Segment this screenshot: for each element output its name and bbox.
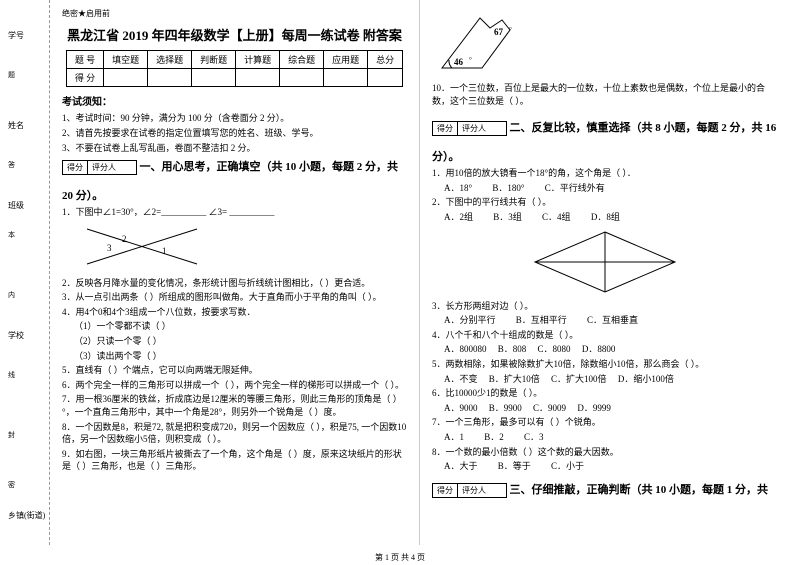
bind-d3: 本 bbox=[8, 230, 15, 240]
grader-label: 评分人 bbox=[458, 484, 506, 497]
question-2-2-options: A．2组 B．3组 C．4组 D．8组 bbox=[432, 211, 778, 224]
svg-text:1: 1 bbox=[162, 246, 167, 256]
svg-text:°: ° bbox=[469, 56, 472, 64]
notice-item: 2、请首先按要求在试卷的指定位置填写您的姓名、班级、学号。 bbox=[62, 126, 407, 139]
question-1-4: 4．用4个0和4个3组成一个八位数，按要求写数． bbox=[62, 306, 407, 319]
score-box: 得分 评分人 bbox=[62, 160, 137, 175]
score-table: 题 号 填空题 选择题 判断题 计算题 综合题 应用题 总分 得 分 bbox=[66, 50, 403, 87]
bind-d7: 密 bbox=[8, 480, 15, 490]
exam-title: 黑龙江省 2019 年四年级数学【上册】每周一练试卷 附答案 bbox=[62, 25, 407, 44]
grader-label: 评分人 bbox=[458, 122, 506, 135]
score-label: 得分 bbox=[433, 484, 458, 497]
table-row: 得 分 bbox=[66, 69, 402, 87]
question-2-7: 7．一个三角形，最多可以有（ ）个锐角。 bbox=[432, 416, 778, 429]
score-box: 得分 评分人 bbox=[432, 121, 507, 136]
bind-d4: 内 bbox=[8, 290, 15, 300]
section-1-title: 一、用心思考，正确填空（共 10 小题，每题 2 分，共 bbox=[140, 161, 399, 173]
binding-margin: 学号 题 姓名 答 班级 本 内 学校 线 封 密 乡镇(街道) bbox=[0, 0, 50, 545]
bind-xuehao: 学号 bbox=[8, 30, 24, 41]
notice-title: 考试须知： bbox=[62, 93, 407, 108]
score-label: 得分 bbox=[433, 122, 458, 135]
question-1-6: 6．两个完全一样的三角形可以拼成一个（ ），两个完全一样的梯形可以拼成一个（ ）… bbox=[62, 379, 407, 392]
bind-school: 学校 bbox=[8, 330, 24, 341]
question-1-4c: （3）读出两个零（ ） bbox=[62, 350, 407, 363]
question-2-1: 1．用10倍的放大镜看一个18°的角，这个角是（ ）． bbox=[432, 167, 778, 180]
content-area: 绝密★启用前 黑龙江省 2019 年四年级数学【上册】每周一练试卷 附答案 题 … bbox=[50, 0, 800, 545]
svg-text:67: 67 bbox=[494, 27, 504, 37]
question-2-8: 8．一个数的最小倍数（ ）这个数的最大因数。 bbox=[432, 446, 778, 459]
question-1-7: 7．用一根36厘米的铁丝，折成底边是12厘米的等腰三角形，则此三角形的顶角是（ … bbox=[62, 393, 407, 418]
rhombus-diagram bbox=[525, 227, 685, 297]
table-row: 题 号 填空题 选择题 判断题 计算题 综合题 应用题 总分 bbox=[66, 51, 402, 69]
question-1-1: 1．下图中∠1=30°，∠2=__________ ∠3= __________ bbox=[62, 206, 407, 219]
bind-d2: 答 bbox=[8, 160, 15, 170]
question-2-6-options: A．9000 B．9900 C．9009 D．9999 bbox=[432, 402, 778, 415]
bind-d5: 线 bbox=[8, 370, 15, 380]
bind-class: 班级 bbox=[8, 200, 24, 211]
question-2-4: 4．八个千和八个十组成的数是（ ）。 bbox=[432, 329, 778, 342]
page-footer: 第 1 页 共 4 页 bbox=[0, 552, 800, 563]
question-1-8: 8．一个因数是8，积是72, 就是把积变成720，则另一个因数应（ ），积是75… bbox=[62, 421, 407, 446]
score-box: 得分 评分人 bbox=[432, 483, 507, 498]
question-2-1-options: A．18° B．180° C．平行线外有 bbox=[432, 182, 778, 195]
question-1-4b: （2）只读一个零（ ） bbox=[62, 335, 407, 348]
question-2-3: 3．长方形两组对边（ ）。 bbox=[432, 300, 778, 313]
notice-item: 1、考试时间：90 分钟，满分为 100 分（含卷面分 2 分）。 bbox=[62, 111, 407, 124]
bind-d1: 题 bbox=[8, 70, 15, 80]
question-2-4-options: A．800080 B．808 C．8080 D．8800 bbox=[432, 343, 778, 356]
section-2-title2: 分）。 bbox=[432, 148, 778, 164]
question-2-3-options: A．分别平行 B．互相平行 C．互相垂直 bbox=[432, 314, 778, 327]
question-1-4a: （1）一个零都不读（ ） bbox=[62, 320, 407, 333]
grader-label: 评分人 bbox=[88, 161, 136, 174]
question-2-5-options: A．不变 B．扩大10倍 C．扩大100倍 D．缩小100倍 bbox=[432, 373, 778, 386]
bind-d6: 封 bbox=[8, 430, 15, 440]
svg-text:46: 46 bbox=[454, 57, 464, 67]
question-1-3: 3．从一点引出两条（ ）所组成的图形叫做角。大于直角而小于平角的角叫（ ）。 bbox=[62, 291, 407, 304]
svg-text:3: 3 bbox=[107, 243, 112, 253]
svg-text:°: ° bbox=[509, 26, 512, 34]
question-1-9: 9．如右图，一块三角形纸片被撕去了一个角，这个角是（ ）度，原来这块纸片的形状是… bbox=[62, 448, 407, 473]
question-2-7-options: A．1 B．2 C．3 bbox=[432, 431, 778, 444]
section-3-title: 三、仔细推敲，正确判断（共 10 小题，每题 1 分，共 bbox=[510, 484, 769, 496]
secret-label: 绝密★启用前 bbox=[62, 8, 407, 19]
bind-name: 姓名 bbox=[8, 120, 24, 131]
section-1-title2: 20 分）。 bbox=[62, 187, 407, 203]
question-1-2: 2．反映各月降水量的变化情况，条形统计图与折线统计图相比，（ ）更合适。 bbox=[62, 277, 407, 290]
section-2-title: 二、反复比较，慎重选择（共 8 小题，每题 2 分，共 16 bbox=[510, 122, 777, 134]
notice-item: 3、不要在试卷上乱写乱画，卷面不整洁扣 2 分。 bbox=[62, 141, 407, 154]
question-2-8-options: A．大于 B．等于 C．小于 bbox=[432, 460, 778, 473]
score-label: 得分 bbox=[63, 161, 88, 174]
triangle-torn-diagram: 67 ° 46 ° bbox=[432, 10, 532, 75]
bind-town: 乡镇(街道) bbox=[8, 510, 45, 521]
question-1-10: 10．一个三位数，百位上是最大的一位数，十位上素数也是偶数，个位上是最小的合数，… bbox=[432, 82, 778, 107]
left-column: 绝密★启用前 黑龙江省 2019 年四年级数学【上册】每周一练试卷 附答案 题 … bbox=[50, 0, 420, 545]
question-2-5: 5．两数相除，如果被除数扩大10倍，除数缩小10倍，那么商会（ ）。 bbox=[432, 358, 778, 371]
right-column: 67 ° 46 ° 10．一个三位数，百位上是最大的一位数，十位上素数也是偶数，… bbox=[420, 0, 790, 545]
svg-text:2: 2 bbox=[122, 234, 127, 244]
question-2-2: 2．下图中的平行线共有（ ）。 bbox=[432, 196, 778, 209]
question-2-6: 6．比10000少1的数是（ ）。 bbox=[432, 387, 778, 400]
question-1-5: 5．直线有（ ）个端点，它可以向两端无限延伸。 bbox=[62, 364, 407, 377]
angle-diagram: 2 3 1 bbox=[82, 224, 202, 269]
